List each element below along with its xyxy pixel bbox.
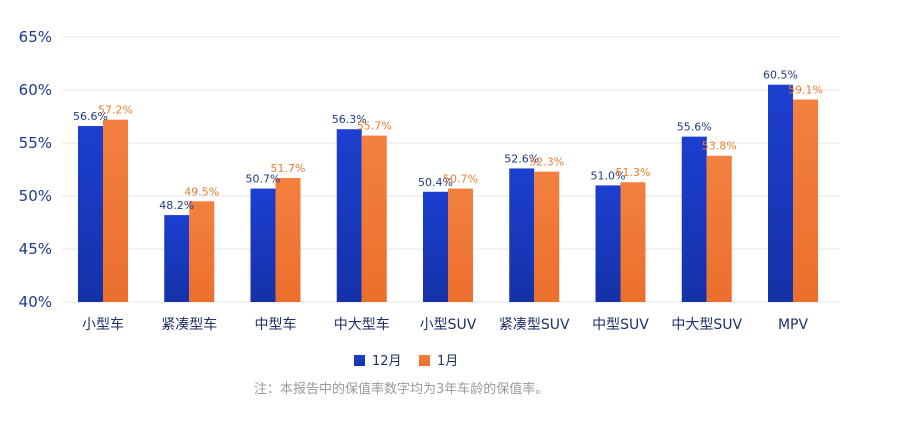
data-label: 51.0% <box>591 169 626 182</box>
y-tick-label: 65% <box>19 28 52 46</box>
data-label: 50.7% <box>246 173 281 186</box>
y-axis: 40% 45% 50% 55% 60% 65% <box>19 28 52 311</box>
legend-swatch-1m <box>419 355 430 366</box>
data-label: 52.3% <box>529 156 564 169</box>
bar <box>595 185 621 302</box>
bar <box>189 201 215 302</box>
data-label: 57.2% <box>98 104 133 117</box>
footnote: 注：本报告中的保值率数字均为3年车龄的保值率。 <box>254 381 548 397</box>
data-label: 55.7% <box>357 120 392 133</box>
bar <box>509 168 535 302</box>
bar <box>164 215 190 302</box>
bar <box>681 136 707 302</box>
data-label: 50.4% <box>418 176 453 189</box>
data-labels: 56.6%57.2%48.2%49.5%50.7%51.7%56.3%55.7%… <box>73 69 823 212</box>
legend-label-1m: 1月 <box>437 354 458 369</box>
x-tick-label: 小型SUV <box>420 317 477 333</box>
legend-swatch-12m <box>354 355 365 366</box>
data-label: 56.6% <box>73 110 108 123</box>
bar <box>78 126 103 302</box>
x-axis: 小型车 紧凑型车 中型车 中大型车 小型SUV 紧凑型SUV 中型SUV 中大型SUV MPV <box>82 316 808 333</box>
x-tick-label: 中型车 <box>255 316 297 333</box>
data-label: 55.6% <box>677 121 712 134</box>
bar <box>534 171 560 302</box>
y-tick-label: 40% <box>19 293 52 311</box>
data-label: 48.2% <box>159 199 194 212</box>
legend: 12月 1月 <box>354 354 458 369</box>
bar <box>103 119 128 303</box>
x-tick-label: 中大型SUV <box>671 317 742 333</box>
data-label: 51.3% <box>616 166 651 179</box>
data-label: 59.1% <box>788 84 823 97</box>
y-tick-label: 50% <box>19 187 52 205</box>
bar <box>250 188 276 302</box>
bar <box>336 129 362 302</box>
bar <box>768 84 793 302</box>
y-tick-label: 45% <box>19 240 52 258</box>
bar <box>275 177 301 302</box>
bar <box>361 135 387 302</box>
data-label: 50.7% <box>443 173 478 186</box>
bar <box>706 155 732 302</box>
data-label: 51.7% <box>271 162 306 175</box>
bar <box>620 182 646 302</box>
y-tick-label: 55% <box>19 134 52 152</box>
bar <box>423 191 448 302</box>
x-tick-label: MPV <box>778 317 809 333</box>
x-tick-label: 中大型车 <box>334 316 390 333</box>
x-tick-label: 紧凑型SUV <box>499 316 570 333</box>
legend-label-12m: 12月 <box>372 354 402 369</box>
data-label: 60.5% <box>763 69 798 82</box>
data-label: 56.3% <box>332 113 367 126</box>
bar <box>448 188 473 302</box>
x-tick-label: 小型车 <box>82 316 124 333</box>
data-label: 49.5% <box>184 185 219 198</box>
data-label: 52.6% <box>504 152 539 165</box>
bars <box>78 84 818 303</box>
y-tick-label: 60% <box>19 81 52 99</box>
x-tick-label: 中型SUV <box>592 317 649 333</box>
data-label: 53.8% <box>702 140 737 153</box>
x-tick-label: 紧凑型车 <box>161 316 217 333</box>
bar <box>793 99 818 302</box>
